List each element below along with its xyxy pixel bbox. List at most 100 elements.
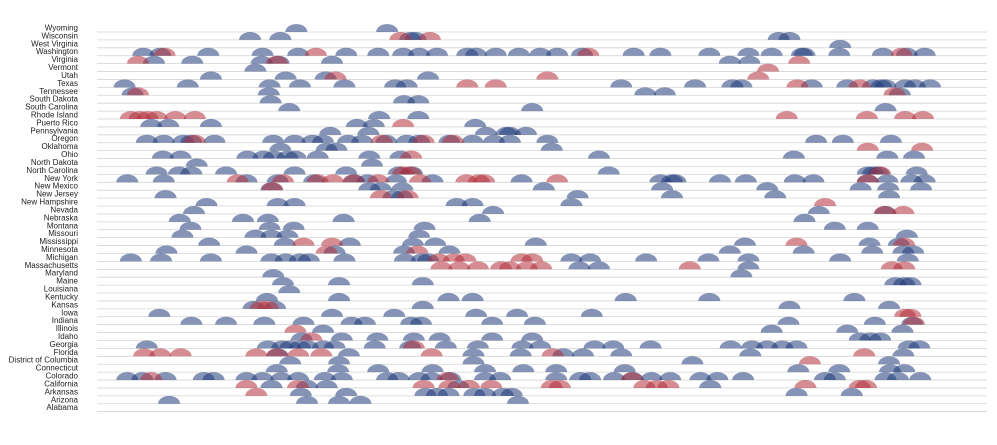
blue-marker [335, 166, 358, 175]
blue-marker [197, 47, 220, 56]
blue-marker [719, 340, 742, 349]
blue-marker [328, 293, 351, 301]
blue-marker [215, 166, 238, 175]
blue-marker [734, 174, 757, 183]
red-marker [438, 380, 461, 388]
blue-marker [507, 47, 530, 56]
blue-marker [899, 277, 922, 286]
blue-marker [337, 348, 360, 357]
blue-marker [312, 324, 335, 333]
blue-marker [579, 253, 602, 262]
blue-marker [363, 340, 386, 349]
blue-marker [892, 348, 915, 357]
blue-marker [345, 118, 368, 127]
blue-marker [320, 308, 343, 317]
y-tick-label: Georgia [50, 340, 79, 349]
blue-marker [385, 174, 408, 183]
y-tick-label: Michigan [46, 253, 78, 262]
blue-marker [878, 190, 901, 199]
blue-marker [664, 174, 687, 183]
blue-marker [849, 182, 872, 191]
blue-marker [215, 316, 238, 325]
red-marker [788, 55, 811, 64]
red-marker [402, 340, 425, 349]
blue-marker [180, 316, 203, 325]
blue-marker [266, 198, 289, 207]
red-marker [389, 31, 412, 40]
blue-marker [529, 47, 552, 56]
y-tick-label: Louisiana [44, 285, 79, 294]
blue-marker [635, 253, 658, 262]
blue-marker [843, 293, 866, 301]
y-tick-label: North Carolina [26, 166, 78, 175]
red-marker [164, 111, 187, 120]
blue-marker [288, 79, 311, 88]
y-tick-label: New Hampshire [21, 198, 78, 207]
red-marker [292, 237, 315, 246]
blue-marker [805, 134, 828, 143]
blue-marker [718, 55, 741, 64]
blue-marker [145, 166, 168, 175]
y-tick-label: Washington [36, 47, 78, 56]
blue-marker [319, 126, 342, 135]
blue-marker [730, 269, 753, 278]
y-tick-label: Alabama [46, 403, 78, 412]
red-marker [892, 206, 915, 214]
y-tick-label: Kentucky [45, 292, 78, 301]
blue-marker [568, 261, 591, 270]
blue-marker [587, 261, 610, 270]
red-marker [406, 245, 429, 254]
red-marker [498, 261, 521, 270]
red-marker [370, 134, 393, 143]
red-marker [530, 261, 553, 270]
blue-marker [579, 372, 602, 381]
red-marker [546, 174, 569, 183]
blue-marker [169, 150, 192, 159]
blue-marker [180, 166, 203, 175]
red-marker [473, 174, 496, 183]
blue-marker [863, 316, 886, 325]
blue-marker [699, 380, 722, 388]
blue-marker [878, 300, 901, 309]
blue-marker [782, 150, 805, 159]
blue-marker [176, 79, 199, 88]
blue-marker [793, 47, 816, 56]
blue-marker [634, 87, 657, 96]
blue-marker [856, 221, 879, 230]
blue-marker [545, 372, 568, 381]
red-marker [458, 380, 481, 388]
red-marker [454, 253, 477, 262]
red-marker [412, 134, 435, 143]
blue-marker [140, 118, 163, 127]
blue-marker [258, 221, 281, 230]
blue-marker [367, 47, 390, 56]
blue-marker [651, 182, 674, 191]
blue-marker [278, 285, 301, 294]
blue-marker [428, 332, 451, 341]
red-marker [548, 380, 571, 388]
red-marker [149, 348, 172, 357]
blue-marker [464, 118, 487, 127]
y-tick-label: Maryland [45, 269, 78, 278]
blue-marker [417, 71, 440, 80]
red-marker [300, 332, 323, 341]
blue-marker [158, 395, 181, 404]
red-marker [577, 47, 600, 56]
blue-marker [332, 213, 355, 222]
red-marker [183, 134, 206, 143]
red-marker [265, 348, 288, 357]
blue-marker [737, 253, 760, 262]
y-tick-label: Nevada [50, 205, 78, 214]
blue-marker [284, 150, 307, 159]
red-marker [310, 348, 333, 357]
red-marker [235, 380, 258, 388]
blue-marker [474, 387, 497, 396]
blue-marker [587, 150, 610, 159]
red-marker [856, 174, 879, 183]
blue-marker [152, 174, 175, 183]
blue-marker [829, 39, 852, 48]
red-marker [657, 380, 680, 388]
blue-marker [861, 245, 884, 254]
blue-marker [877, 182, 900, 191]
blue-marker [409, 316, 432, 325]
